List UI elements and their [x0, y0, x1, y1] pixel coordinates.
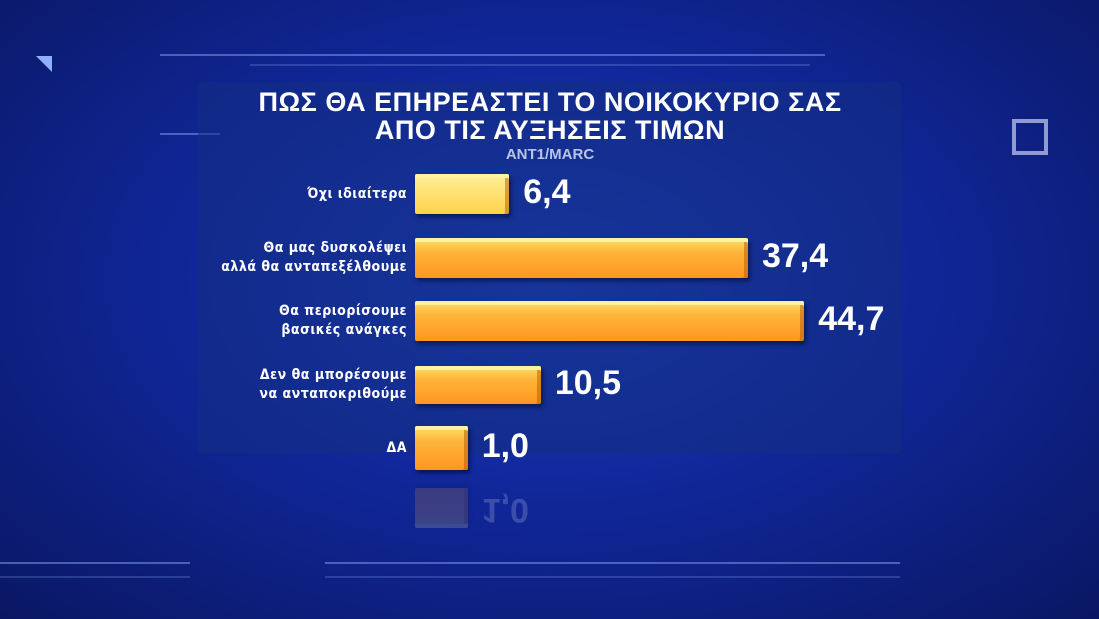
- category-label: Θα μας δυσκολέψει αλλά θα ανταπεξέλθουμε: [221, 240, 407, 275]
- title-line-1: ΠΩΣ ΘΑ ΕΠΗΡΕΑΣΤΕΙ ΤΟ ΝΟΙΚΟΚΥΡΙΟ ΣΑΣ: [258, 87, 842, 117]
- category-label: Όχι ιδιαίτερα: [307, 185, 407, 202]
- chart-title: ΠΩΣ ΘΑ ΕΠΗΡΕΑΣΤΕΙ ΤΟ ΝΟΙΚΟΚΥΡΙΟ ΣΑΣ ΑΠΟ …: [198, 88, 902, 144]
- value-label: 10,5: [554, 364, 622, 402]
- title-line-2: ΑΠΟ ΤΙΣ ΑΥΞΗΣΕΙΣ ΤΙΜΩΝ: [374, 115, 726, 145]
- category-label: Θα περιορίσουμε βασικές ανάγκες: [279, 303, 407, 338]
- deco-line: [160, 133, 220, 135]
- value-label: 6,4: [523, 173, 571, 211]
- value-reflection: 1,0: [481, 491, 529, 529]
- bar: [415, 301, 805, 341]
- value-label: 1,0: [481, 427, 529, 465]
- category-label: Δεν θα μπορέσουμε να ανταποκριθούμε: [259, 367, 407, 402]
- value-label: 37,4: [761, 237, 829, 275]
- deco-line: [250, 64, 810, 66]
- square-outline: [1012, 119, 1048, 155]
- category-label: ΔΑ: [386, 439, 407, 456]
- deco-line: [325, 562, 900, 564]
- deco-line: [325, 576, 900, 578]
- bar-reflection: [415, 488, 468, 528]
- value-label: 44,7: [818, 300, 885, 338]
- bar: [415, 366, 541, 404]
- deco-line: [0, 562, 190, 564]
- bar: [415, 174, 510, 214]
- bar: [415, 238, 748, 278]
- bar: [415, 426, 468, 470]
- chart-source: ANT1/MARC: [505, 146, 595, 163]
- corner-triangle: [36, 56, 52, 72]
- deco-line: [0, 576, 190, 578]
- deco-line: [160, 54, 825, 56]
